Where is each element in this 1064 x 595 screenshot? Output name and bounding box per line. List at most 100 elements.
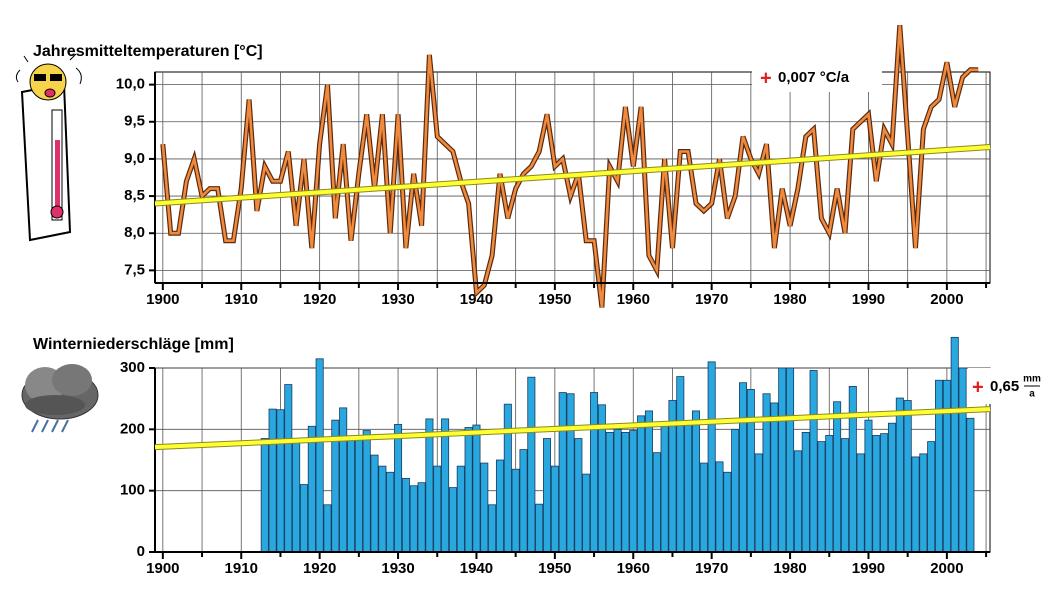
- bar: [793, 450, 802, 553]
- x-tick-label: 2000: [930, 291, 963, 308]
- bar: [778, 367, 787, 553]
- bar: [566, 393, 575, 553]
- y-tick-label: 300: [120, 359, 145, 376]
- y-tick-label: 10,0: [116, 76, 145, 93]
- trend-line: [154, 145, 991, 206]
- annotation-box: [752, 64, 882, 92]
- bar: [872, 435, 881, 553]
- bar: [676, 376, 685, 553]
- annotation-unit-den: a: [1029, 389, 1035, 400]
- bar: [684, 422, 693, 553]
- bar: [864, 419, 873, 553]
- x-tick-label: 1910: [225, 560, 258, 577]
- bar: [817, 441, 826, 553]
- bar: [809, 370, 818, 553]
- bar: [378, 465, 387, 553]
- bar: [950, 336, 959, 553]
- y-tick-label: 9,0: [124, 150, 145, 167]
- bar: [723, 471, 732, 553]
- bar: [707, 361, 716, 553]
- x-tick-label: 1990: [852, 291, 885, 308]
- x-tick-label: 1960: [617, 291, 650, 308]
- bar: [307, 425, 316, 553]
- bar: [503, 403, 512, 553]
- bar: [691, 410, 700, 553]
- bar: [535, 503, 544, 553]
- bar: [464, 427, 473, 553]
- bar: [590, 392, 599, 553]
- bar: [825, 435, 834, 553]
- x-tick-label: 1950: [538, 560, 571, 577]
- bar: [472, 424, 481, 553]
- data-line: [161, 25, 979, 308]
- bar: [699, 462, 708, 553]
- bar: [848, 385, 857, 553]
- x-tick-label: 2000: [930, 560, 963, 577]
- bar: [488, 504, 497, 553]
- bar: [370, 454, 379, 553]
- bar: [543, 438, 552, 553]
- bar: [386, 471, 395, 553]
- bar: [260, 438, 269, 553]
- x-tick-label: 1940: [460, 560, 493, 577]
- bar: [292, 438, 301, 553]
- bar: [456, 465, 465, 553]
- bar: [833, 401, 842, 553]
- annotation-unit-num: mm: [1023, 374, 1041, 385]
- bar: [911, 456, 920, 553]
- bar: [880, 433, 889, 553]
- annotation-text: 0,007 °C/a: [778, 69, 850, 86]
- x-tick-label: 1920: [303, 291, 336, 308]
- bar: [268, 408, 277, 553]
- bar: [942, 379, 951, 553]
- bar: [519, 449, 528, 553]
- bar: [927, 441, 936, 553]
- bar: [731, 428, 740, 553]
- x-tick-label: 1970: [695, 560, 728, 577]
- x-tick-label: 1930: [381, 291, 414, 308]
- bar: [558, 392, 567, 553]
- thermometer-icon: [15, 53, 82, 242]
- bar: [511, 468, 520, 553]
- bar: [480, 462, 489, 553]
- bar: [801, 431, 810, 553]
- y-tick-label: 200: [120, 420, 145, 437]
- bar: [315, 358, 324, 553]
- bar: [550, 465, 559, 553]
- bar: [347, 438, 356, 553]
- cloud-icon: [21, 364, 99, 433]
- bar: [746, 389, 755, 553]
- bar: [441, 418, 450, 553]
- bar: [323, 504, 332, 553]
- bar: [495, 459, 504, 553]
- bar: [935, 379, 944, 553]
- y-tick-label: 8,0: [124, 224, 145, 241]
- bar: [966, 417, 975, 553]
- x-tick-label: 1920: [303, 560, 336, 577]
- y-tick-label: 100: [120, 482, 145, 499]
- bar: [417, 482, 426, 553]
- bar: [433, 465, 442, 553]
- bar: [582, 473, 591, 553]
- bar: [621, 431, 630, 553]
- bar: [448, 487, 457, 553]
- x-tick-label: 1980: [773, 560, 806, 577]
- bar: [362, 430, 371, 553]
- bar: [409, 485, 418, 553]
- annotation-text: 0,65: [990, 378, 1019, 395]
- x-tick-label: 1970: [695, 291, 728, 308]
- bar: [299, 484, 308, 553]
- bar: [527, 376, 536, 553]
- bar: [394, 424, 403, 553]
- x-tick-label: 1940: [460, 291, 493, 308]
- bar: [786, 367, 795, 553]
- chart-title: Winterniederschläge [mm]: [33, 336, 234, 353]
- y-tick-label: 8,5: [124, 187, 145, 204]
- bar: [903, 400, 912, 553]
- annotation-sign: +: [760, 67, 772, 89]
- x-tick-label: 1900: [146, 560, 179, 577]
- bar: [715, 461, 724, 553]
- bar: [276, 409, 285, 553]
